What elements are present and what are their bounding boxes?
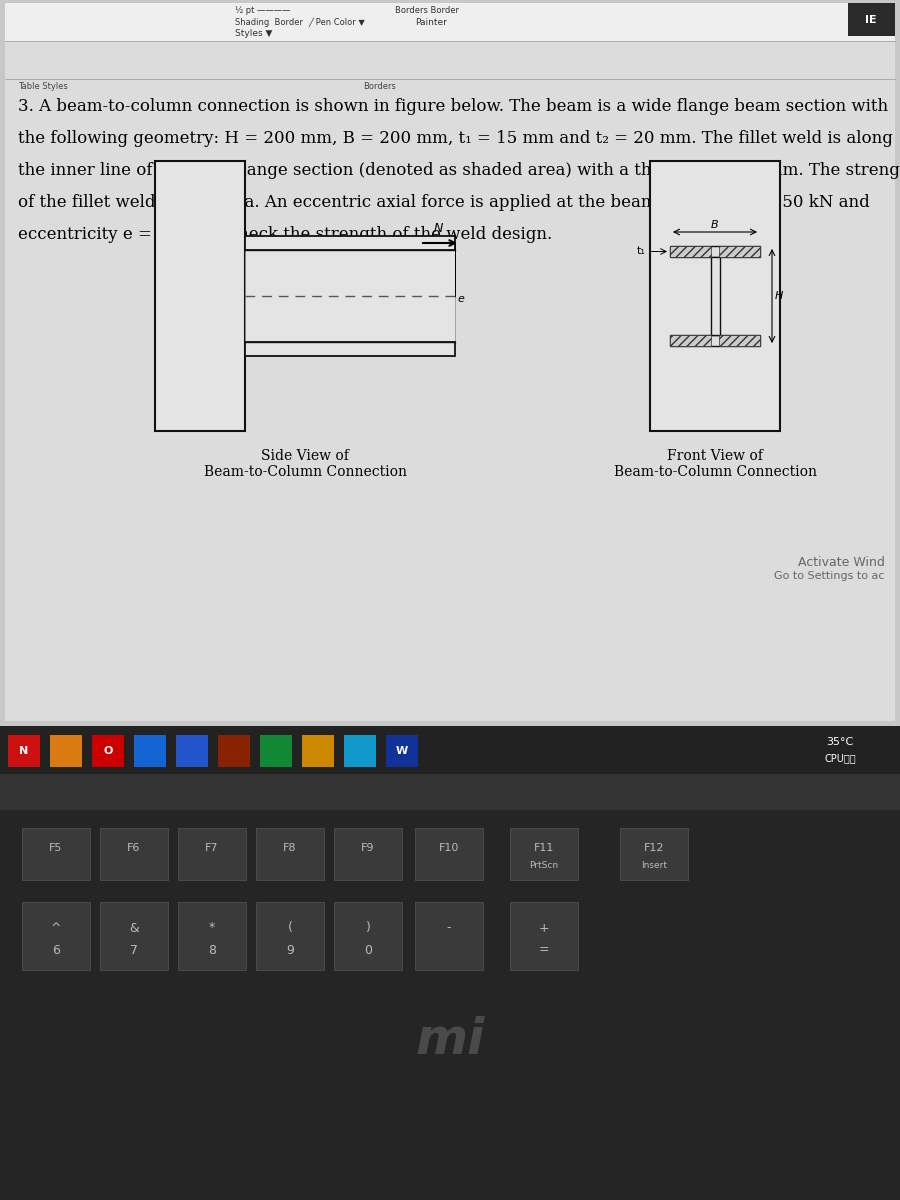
Bar — [0, 774, 900, 810]
Bar — [670, 335, 760, 346]
Bar — [155, 161, 245, 431]
Bar — [415, 902, 483, 970]
Text: -: - — [446, 922, 451, 935]
Bar — [22, 828, 90, 880]
Bar — [620, 828, 688, 880]
Bar — [134, 734, 166, 767]
Text: F8: F8 — [284, 842, 297, 853]
Bar — [848, 2, 895, 36]
Bar — [245, 342, 455, 356]
Text: the following geometry: H = 200 mm, B = 200 mm, t₁ = 15 mm and t₂ = 20 mm. The f: the following geometry: H = 200 mm, B = … — [18, 130, 893, 146]
Bar — [510, 828, 578, 880]
Text: of the fillet weld is 160 Mpa. An eccentric axial force is applied at the beam s: of the fillet weld is 160 Mpa. An eccent… — [18, 194, 869, 211]
Text: F10: F10 — [439, 842, 459, 853]
Text: Side View of: Side View of — [261, 449, 349, 463]
Bar — [178, 902, 246, 970]
Bar — [670, 246, 760, 257]
Bar — [176, 734, 208, 767]
Bar — [8, 734, 40, 767]
Text: =: = — [539, 943, 549, 956]
Text: PrtScn: PrtScn — [529, 862, 559, 870]
Bar — [260, 734, 292, 767]
Text: F5: F5 — [50, 842, 63, 853]
Bar — [334, 902, 402, 970]
Text: &: & — [129, 922, 139, 935]
Text: ): ) — [365, 922, 371, 935]
Text: F7: F7 — [205, 842, 219, 853]
Text: F9: F9 — [361, 842, 374, 853]
Text: Table Styles: Table Styles — [18, 82, 68, 91]
Text: IE: IE — [865, 14, 877, 25]
Text: eccentricity e = 60 mm. Check the strength of the weld design.: eccentricity e = 60 mm. Check the streng… — [18, 226, 553, 242]
Text: the inner line of the wide flange section (denoted as shaded area) with a thickn: the inner line of the wide flange sectio… — [18, 162, 900, 179]
Text: 3. A beam-to-column connection is shown in figure below. The beam is a wide flan: 3. A beam-to-column connection is shown … — [18, 98, 888, 115]
Text: 9: 9 — [286, 943, 294, 956]
Text: Go to Settings to ac: Go to Settings to ac — [775, 571, 885, 581]
Bar — [256, 902, 324, 970]
Text: Beam-to-Column Connection: Beam-to-Column Connection — [614, 464, 816, 479]
Bar — [245, 236, 455, 250]
Text: t₁: t₁ — [637, 246, 646, 257]
Text: H: H — [775, 290, 783, 301]
Text: *: * — [209, 922, 215, 935]
Bar — [22, 902, 90, 970]
Text: Styles ▼: Styles ▼ — [235, 29, 273, 38]
Bar — [386, 734, 418, 767]
Bar — [302, 734, 334, 767]
Bar — [415, 828, 483, 880]
Bar — [178, 828, 246, 880]
Bar — [670, 246, 711, 257]
Bar — [650, 161, 780, 431]
Text: ½ pt ————: ½ pt ———— — [235, 6, 291, 14]
Text: Painter: Painter — [415, 18, 447, 26]
Bar — [5, 2, 895, 41]
Text: 35°C: 35°C — [826, 737, 853, 746]
Text: B: B — [711, 220, 719, 230]
Bar — [344, 734, 376, 767]
Bar — [245, 250, 455, 342]
Text: 6: 6 — [52, 943, 60, 956]
Bar — [670, 335, 711, 346]
Bar — [256, 828, 324, 880]
Text: O: O — [104, 746, 112, 756]
Text: N: N — [433, 222, 443, 235]
Bar — [100, 902, 168, 970]
Text: ╱ Pen Color ▼: ╱ Pen Color ▼ — [308, 18, 364, 28]
Text: W: W — [396, 746, 408, 756]
Text: Activate Wind: Activate Wind — [798, 556, 885, 569]
Text: 0: 0 — [364, 943, 372, 956]
Text: F12: F12 — [644, 842, 664, 853]
Text: e: e — [457, 294, 464, 304]
Text: mi: mi — [416, 1016, 484, 1064]
Text: Front View of: Front View of — [667, 449, 763, 463]
Text: N: N — [20, 746, 29, 756]
Text: +: + — [539, 922, 549, 935]
Text: F6: F6 — [127, 842, 140, 853]
Bar — [510, 902, 578, 970]
Text: ^: ^ — [50, 922, 61, 935]
Bar — [50, 734, 82, 767]
Text: CPU温度: CPU温度 — [824, 754, 856, 763]
Bar — [334, 828, 402, 880]
Bar — [100, 828, 168, 880]
Bar — [719, 246, 760, 257]
Text: F11: F11 — [534, 842, 554, 853]
Bar — [719, 335, 760, 346]
Text: Borders: Borders — [364, 82, 396, 91]
Text: Shading  Border: Shading Border — [235, 18, 303, 26]
Bar — [92, 734, 124, 767]
Text: Borders Border: Borders Border — [395, 6, 459, 14]
Text: Beam-to-Column Connection: Beam-to-Column Connection — [203, 464, 407, 479]
Text: 7: 7 — [130, 943, 138, 956]
Bar — [218, 734, 250, 767]
Bar — [711, 257, 720, 335]
Text: 8: 8 — [208, 943, 216, 956]
Text: Insert: Insert — [641, 862, 667, 870]
Text: (: ( — [288, 922, 292, 935]
